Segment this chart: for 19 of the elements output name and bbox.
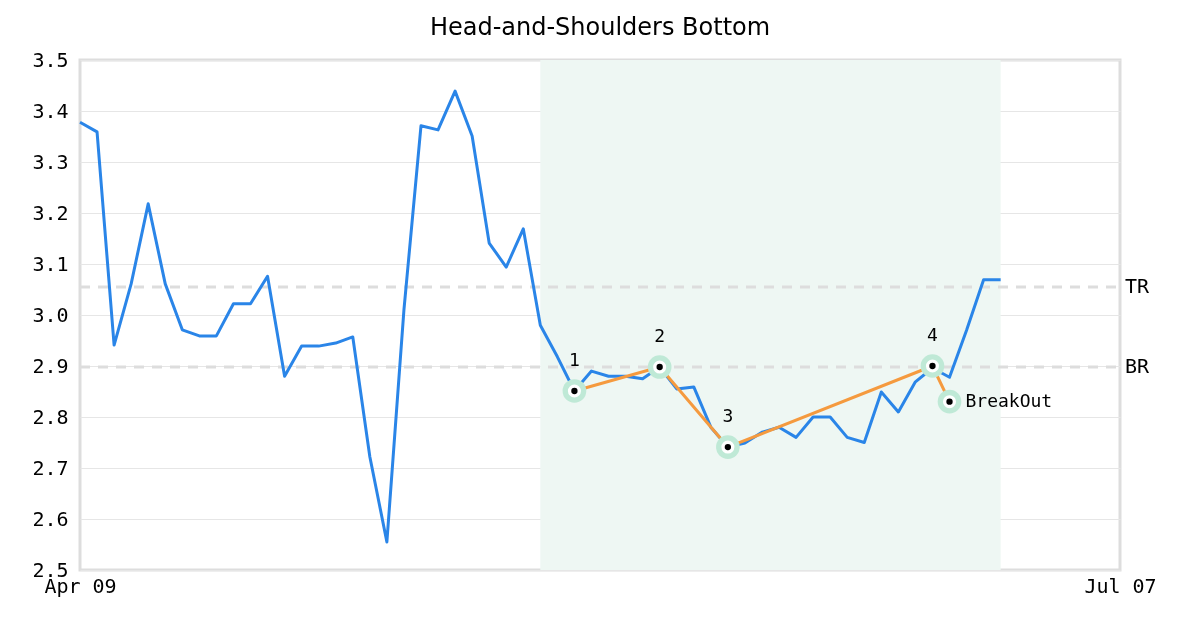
annotation: 4 [927, 324, 938, 345]
y-tick-label: 3.4 [32, 98, 69, 123]
y-tick-label: 3.3 [32, 149, 69, 174]
y-tick-label: 2.7 [32, 455, 69, 480]
chart-title: Head-and-Shoulders Bottom [429, 13, 771, 41]
y-tick-label: 3.2 [32, 200, 69, 225]
annotation: 1 [569, 348, 580, 370]
x-tick-label: Jul 07 [1084, 573, 1157, 598]
annotation: BreakOut [965, 389, 1053, 411]
ref-line-label: BR [1125, 354, 1151, 379]
y-tick-label: 3.0 [32, 302, 69, 327]
y-tick-label: 2.9 [32, 353, 69, 378]
ref-line-label: TR [1125, 273, 1151, 298]
annotation: 2 [654, 325, 666, 347]
y-tick-label: 3.5 [32, 47, 69, 72]
y-tick-label: 3.1 [32, 251, 69, 276]
annotation: 3 [722, 405, 734, 427]
y-tick-label: 2.6 [32, 506, 69, 531]
y-tick-label: 2.8 [32, 404, 69, 429]
